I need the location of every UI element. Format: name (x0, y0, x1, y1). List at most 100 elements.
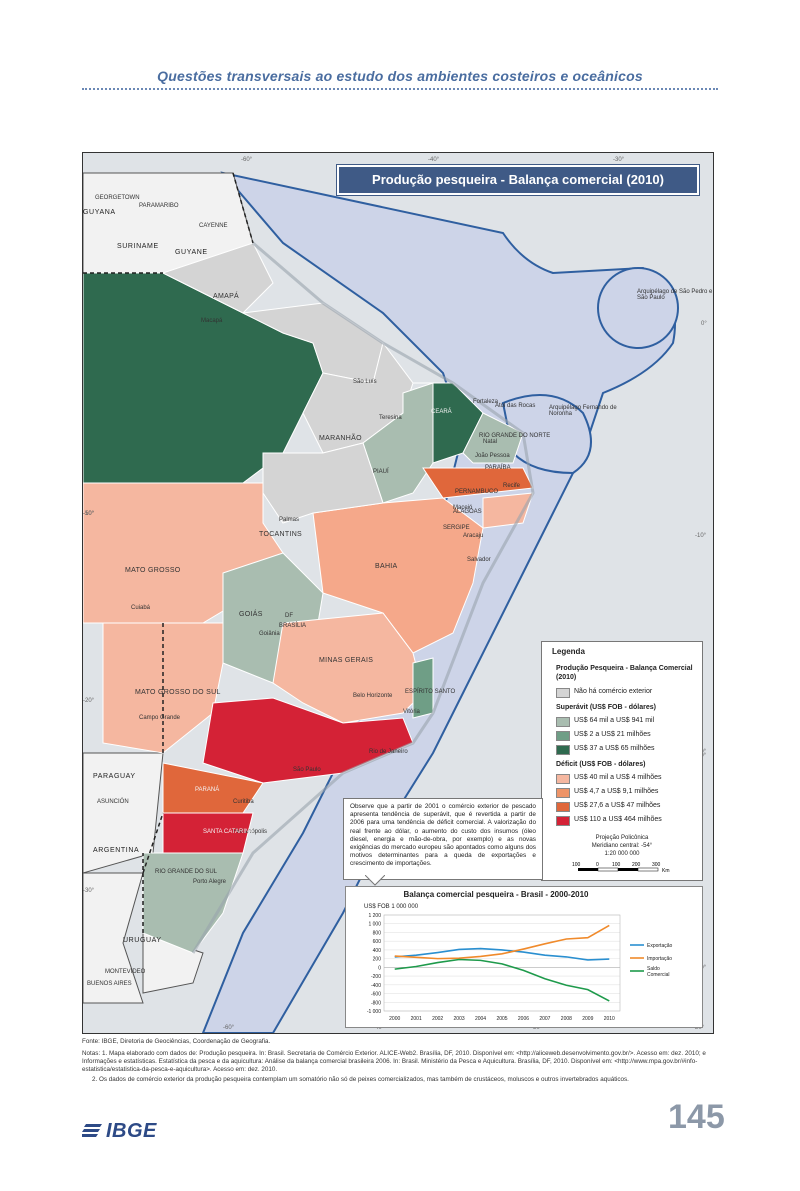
chart-series-line (394, 947, 610, 961)
grid-lon-label: -60° (241, 157, 253, 163)
city-label: BUENOS AIRES (87, 981, 132, 987)
chart-x-tick-label: 2006 (518, 1016, 529, 1022)
chart-title: Balança comercial pesqueira - Brasil - 2… (403, 890, 589, 899)
footer-source: Fonte: IBGE, Diretoria de Geociências, C… (82, 1038, 271, 1045)
city-label: Porto Alegre (193, 879, 227, 885)
chart-x-tick-label: 2004 (475, 1016, 486, 1022)
map-canvas (83, 153, 713, 1033)
state-label: MATO GROSSO (125, 567, 181, 574)
chart-y-tick-label: 600 (373, 939, 382, 945)
chart-y-tick-label: 200 (373, 957, 382, 963)
state-label: TOCANTINS (259, 531, 303, 538)
coast-line (191, 241, 535, 954)
city-label: GEORGETOWN (95, 195, 140, 201)
state-label: MATO GROSSO DO SUL (135, 689, 221, 696)
legend-swatch-surplus-1 (556, 717, 570, 727)
legend-scale: 1:20 000 000 (604, 851, 640, 857)
state-tocantins (262, 442, 384, 524)
scale-tick: 0 (596, 862, 599, 868)
grid-lon-label: -20° (693, 1025, 705, 1031)
chart-plot-area (383, 914, 621, 1012)
state-bahia (312, 497, 484, 654)
city-label: João Pessoa (475, 453, 510, 459)
city-label: Cuiabá (131, 605, 151, 611)
grid-lat-label: -20° (83, 698, 95, 704)
chart-y-tick-label: -200 (371, 974, 381, 980)
chart-series-line (394, 924, 610, 960)
country-label: PARAGUAY (93, 773, 136, 780)
city-label: São Luís (353, 379, 377, 385)
city-label: ASUNCIÓN (97, 799, 129, 805)
note-pointer (365, 875, 385, 886)
state-label: AMAPÁ (213, 293, 240, 300)
chart-y-tick-label: -400 (371, 983, 381, 989)
ibge-logo: IBGE (106, 1120, 157, 1142)
scale-tick: 100 (572, 862, 581, 868)
city-label: CAYENNE (199, 223, 228, 229)
chart-y-tick-label: -600 (371, 992, 381, 998)
legend-swatch-deficit-3 (556, 802, 570, 812)
chart-y-tick-label: 400 (373, 948, 382, 954)
country-label: GUYANE (175, 249, 208, 256)
state-label: BAHIA (375, 563, 398, 570)
chart-x-tick-label: 2001 (411, 1016, 422, 1022)
city-label: Maceió (453, 505, 473, 511)
chart-y-tick-label: 0 (378, 965, 381, 971)
state-label: RIO GRANDE DO NORTE (479, 433, 551, 439)
island-label: Arquipélago Fernando de Noronha (549, 405, 617, 417)
chart-x-tick-label: 2010 (604, 1016, 615, 1022)
state-al-se (482, 492, 534, 529)
chart-x-tick-label: 2003 (454, 1016, 465, 1022)
city-label: Aracaju (463, 533, 484, 539)
city-label: BRASÍLIA (279, 623, 307, 629)
state-label: PERNAMBUCO (455, 489, 499, 495)
map-title: Produção pesqueira - Balança comercial (… (336, 164, 700, 196)
legend-swatch-surplus-3 (556, 745, 570, 755)
city-label: Palmas (279, 517, 300, 523)
legend-section-header: Superávit (US$ FOB - dólares) (556, 704, 656, 711)
legend-label: US$ 40 mil a US$ 4 milhões (574, 774, 662, 781)
grid-lon-label: -30° (613, 157, 625, 163)
legend-swatch-deficit-2 (556, 788, 570, 798)
chart-x-tick-label: 2005 (496, 1016, 507, 1022)
city-label: Florianópolis (233, 829, 268, 835)
legend-label: US$ 110 a US$ 464 milhões (574, 816, 662, 823)
chart-x-tick-label: 2000 (389, 1016, 400, 1022)
chart-series-line (394, 958, 610, 1002)
scale-unit: Km (662, 868, 670, 874)
legend-title: Legenda (552, 647, 585, 656)
state-label: GOIÁS (239, 611, 263, 618)
legend-label: US$ 64 mil a US$ 941 mil (574, 717, 655, 724)
state-label: ALAGOAS (453, 509, 482, 515)
chart-y-tick-label: 800 (373, 930, 382, 936)
chart-legend-label: Exportação (647, 943, 673, 949)
country-label: URUGUAY (123, 937, 162, 944)
city-label: Salvador (467, 557, 491, 563)
chart-y-tick-label: 1 200 (368, 913, 381, 919)
grid-lat-label: -10° (695, 533, 707, 539)
argentina-land (83, 872, 144, 1004)
state-label: CEARÁ (431, 409, 452, 415)
page-header: Questões transversais ao estudo dos ambi… (157, 68, 643, 84)
state-rs (142, 852, 244, 954)
state-label: PARANÁ (195, 787, 220, 793)
city-label: Macapá (201, 318, 223, 324)
page-number: 145 (668, 1098, 725, 1136)
grid-lon-label: -60° (223, 1025, 235, 1031)
state-label: PIAUÍ (373, 469, 389, 475)
trade-chart: Balança comercial pesqueira - Brasil - 2… (345, 886, 703, 1028)
international-borders (83, 172, 254, 933)
grid-lon-label: -30° (531, 1025, 543, 1031)
scale-tick: 200 (632, 862, 641, 868)
legend-label: US$ 4,7 a US$ 9,1 milhões (574, 788, 659, 795)
city-label: Teresina (379, 415, 402, 421)
grid-lat-label: 0° (701, 321, 707, 327)
grid-lon-label: -40° (373, 1025, 385, 1031)
chart-plot: 1 2001 0008006004002000-200-400-600-800-… (367, 913, 673, 1022)
legend-label: US$ 2 a US$ 21 milhões (574, 731, 651, 738)
city-label: Fortaleza (473, 399, 499, 405)
ibge-logo-mark (82, 1124, 102, 1137)
scale-tick: 100 (612, 862, 621, 868)
legend-label: US$ 37 a US$ 65 milhões (574, 745, 655, 752)
city-label: Belo Horizonte (353, 693, 393, 699)
